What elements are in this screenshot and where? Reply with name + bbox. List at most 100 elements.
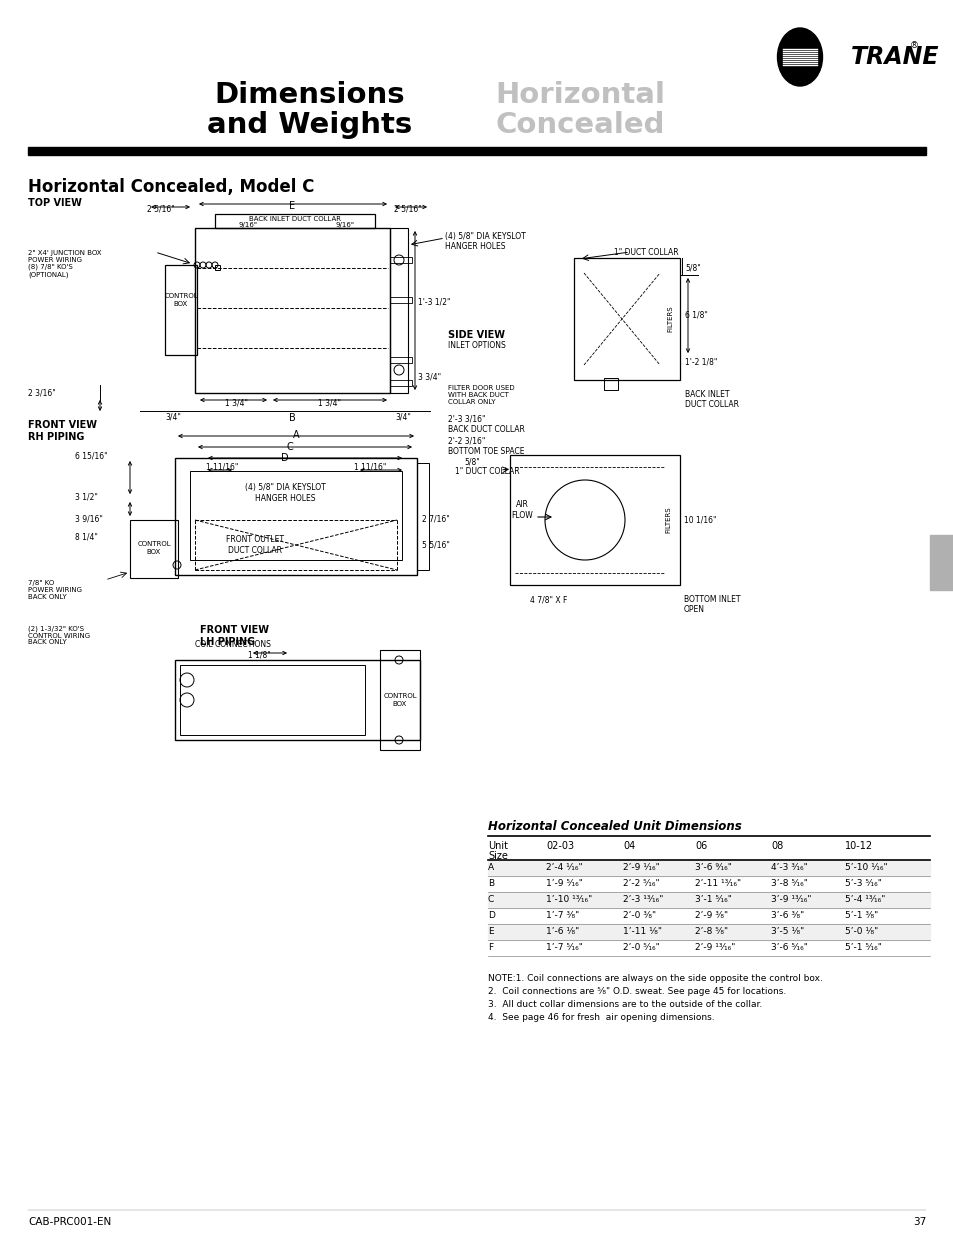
Text: 3 1/2": 3 1/2" — [75, 493, 98, 501]
Text: BACK INLET
DUCT COLLAR: BACK INLET DUCT COLLAR — [684, 390, 739, 409]
Bar — [379, 650, 419, 750]
Text: 1 1/8": 1 1/8" — [248, 651, 271, 659]
Text: B: B — [488, 879, 494, 888]
Text: 1 3/4": 1 3/4" — [225, 398, 248, 408]
Text: 7/8" KO
POWER WIRING
BACK ONLY: 7/8" KO POWER WIRING BACK ONLY — [28, 580, 82, 600]
Text: (4) 5/8" DIA KEYSLOT
HANGER HOLES: (4) 5/8" DIA KEYSLOT HANGER HOLES — [444, 232, 525, 252]
Text: FILTERS: FILTERS — [664, 506, 670, 534]
Bar — [28, 147, 925, 156]
Text: E: E — [289, 201, 294, 211]
Text: 3/4": 3/4" — [165, 412, 181, 422]
Text: D: D — [488, 911, 495, 920]
Text: TOP VIEW: TOP VIEW — [28, 198, 82, 207]
Text: 2 5/16": 2 5/16" — [394, 204, 421, 212]
Text: 1'-2 1/8": 1'-2 1/8" — [684, 357, 717, 367]
Text: 3 3/4": 3 3/4" — [417, 373, 440, 382]
Text: A: A — [293, 430, 299, 440]
Text: Size: Size — [488, 851, 507, 861]
Text: 3’-6 ³⁄₈": 3’-6 ³⁄₈" — [770, 911, 803, 920]
Text: 2'-2 3/16"
BOTTOM TOE SPACE: 2'-2 3/16" BOTTOM TOE SPACE — [448, 437, 524, 457]
Bar — [488, 860, 929, 876]
Text: 2" X4' JUNCTION BOX
POWER WIRING
(8) 7/8" KO'S
(OPTIONAL): 2" X4' JUNCTION BOX POWER WIRING (8) 7/8… — [28, 249, 101, 278]
Text: 3/4": 3/4" — [395, 412, 411, 422]
Text: A: A — [488, 863, 494, 872]
Bar — [574, 258, 679, 380]
Text: 1'-3 1/2": 1'-3 1/2" — [417, 298, 450, 306]
Text: 2’-2 ⁵⁄₁₆": 2’-2 ⁵⁄₁₆" — [622, 879, 659, 888]
Text: 02-03: 02-03 — [545, 841, 574, 851]
Text: 6 1/8": 6 1/8" — [684, 310, 707, 320]
Text: 3’-6 ⁹⁄₁₆": 3’-6 ⁹⁄₁₆" — [695, 863, 731, 872]
Text: 5’-3 ⁵⁄₁₆": 5’-3 ⁵⁄₁₆" — [844, 879, 881, 888]
Bar — [390, 257, 412, 263]
Text: 2’-9 ¹⁄₁₆": 2’-9 ¹⁄₁₆" — [622, 863, 659, 872]
Text: 2 5/16": 2 5/16" — [147, 204, 174, 212]
Text: C: C — [488, 895, 494, 904]
Text: 2.  Coil connections are ⁵⁄₈" O.D. sweat. See page 45 for locations.: 2. Coil connections are ⁵⁄₈" O.D. sweat.… — [488, 987, 785, 995]
Bar — [603, 378, 618, 390]
Text: 2’-4 ¹⁄₁₆": 2’-4 ¹⁄₁₆" — [545, 863, 582, 872]
Text: C: C — [286, 442, 294, 452]
Bar — [416, 463, 429, 571]
Text: 2’-9 ³⁄₈": 2’-9 ³⁄₈" — [695, 911, 727, 920]
Text: 2’-3 ¹³⁄₁₆": 2’-3 ¹³⁄₁₆" — [622, 895, 662, 904]
Text: CONTROL
BOX: CONTROL BOX — [383, 694, 416, 706]
Text: 2 7/16": 2 7/16" — [421, 515, 449, 524]
Text: FILTER DOOR USED
WITH BACK DUCT
COLLAR ONLY: FILTER DOOR USED WITH BACK DUCT COLLAR O… — [448, 385, 514, 405]
Text: and Weights: and Weights — [207, 111, 413, 140]
Text: FRONT VIEW
LH PIPING: FRONT VIEW LH PIPING — [200, 625, 269, 647]
Bar — [214, 266, 220, 270]
Text: 4.  See page 46 for fresh  air opening dimensions.: 4. See page 46 for fresh air opening dim… — [488, 1013, 714, 1023]
Text: Horizontal Concealed Unit Dimensions: Horizontal Concealed Unit Dimensions — [488, 820, 741, 832]
Text: CAB-PRC001-EN: CAB-PRC001-EN — [28, 1216, 112, 1228]
Text: 3 9/16": 3 9/16" — [75, 515, 103, 524]
Text: 9/16": 9/16" — [238, 222, 257, 228]
Text: 1’-7 ³⁄₈": 1’-7 ³⁄₈" — [545, 911, 578, 920]
Text: 3’-1 ⁵⁄₁₆": 3’-1 ⁵⁄₁₆" — [695, 895, 731, 904]
Text: 5/8": 5/8" — [464, 457, 479, 467]
Text: 2 3/16": 2 3/16" — [28, 389, 55, 398]
Bar — [174, 659, 419, 740]
Text: 8 1/4": 8 1/4" — [75, 532, 98, 541]
Text: 1" DUCT COLLAR: 1" DUCT COLLAR — [455, 468, 519, 477]
Text: Unit: Unit — [488, 841, 507, 851]
Bar — [180, 664, 365, 735]
Text: 5 5/16": 5 5/16" — [421, 541, 450, 550]
Text: AIR
FLOW: AIR FLOW — [511, 500, 533, 520]
Text: Dimensions: Dimensions — [214, 82, 405, 109]
Text: 1 3/4": 1 3/4" — [318, 398, 341, 408]
Text: 2’-11 ¹³⁄₁₆": 2’-11 ¹³⁄₁₆" — [695, 879, 740, 888]
Text: 4’-3 ³⁄₁₆": 4’-3 ³⁄₁₆" — [770, 863, 807, 872]
Text: 04: 04 — [622, 841, 635, 851]
Text: 1’-11 ¹⁄₈": 1’-11 ¹⁄₈" — [622, 927, 661, 936]
Text: 5’-4 ¹³⁄₁₆": 5’-4 ¹³⁄₁₆" — [844, 895, 884, 904]
Text: 37: 37 — [912, 1216, 925, 1228]
Text: 3’-9 ¹³⁄₁₆": 3’-9 ¹³⁄₁₆" — [770, 895, 811, 904]
Text: 1 11/16": 1 11/16" — [206, 462, 238, 472]
Bar — [390, 380, 412, 387]
Text: 3’-6 ⁵⁄₁₆": 3’-6 ⁵⁄₁₆" — [770, 944, 807, 952]
Text: FRONT OUTLET
DUCT COLLAR: FRONT OUTLET DUCT COLLAR — [226, 535, 284, 555]
Text: 5’-1 ⁵⁄₁₆": 5’-1 ⁵⁄₁₆" — [844, 944, 881, 952]
Text: D: D — [281, 453, 289, 463]
Text: SIDE VIEW: SIDE VIEW — [448, 330, 504, 340]
Text: 1’-9 ⁵⁄₁₆": 1’-9 ⁵⁄₁₆" — [545, 879, 582, 888]
Text: 2'-3 3/16"
BACK DUCT COLLAR: 2'-3 3/16" BACK DUCT COLLAR — [448, 415, 524, 435]
Text: (2) 1-3/32" KO'S
CONTROL WIRING
BACK ONLY: (2) 1-3/32" KO'S CONTROL WIRING BACK ONL… — [28, 625, 90, 646]
Text: CONTROL
BOX: CONTROL BOX — [164, 294, 197, 306]
Ellipse shape — [777, 28, 821, 86]
Text: 1’-7 ⁵⁄₁₆": 1’-7 ⁵⁄₁₆" — [545, 944, 582, 952]
Bar — [510, 454, 679, 585]
Text: 2’-9 ¹³⁄₁₆": 2’-9 ¹³⁄₁₆" — [695, 944, 735, 952]
Text: 5’-1 ³⁄₈": 5’-1 ³⁄₈" — [844, 911, 878, 920]
Text: 5’-0 ¹⁄₈": 5’-0 ¹⁄₈" — [844, 927, 878, 936]
Text: TRANE: TRANE — [850, 44, 939, 69]
Text: F: F — [488, 944, 493, 952]
Text: (4) 5/8" DIA KEYSLOT
HANGER HOLES: (4) 5/8" DIA KEYSLOT HANGER HOLES — [244, 483, 325, 503]
Bar — [165, 266, 196, 354]
Text: 06: 06 — [695, 841, 706, 851]
Text: 4 7/8" X F: 4 7/8" X F — [530, 595, 567, 604]
Bar — [214, 214, 375, 228]
Bar — [488, 892, 929, 908]
Text: 3’-8 ⁵⁄₁₆": 3’-8 ⁵⁄₁₆" — [770, 879, 807, 888]
